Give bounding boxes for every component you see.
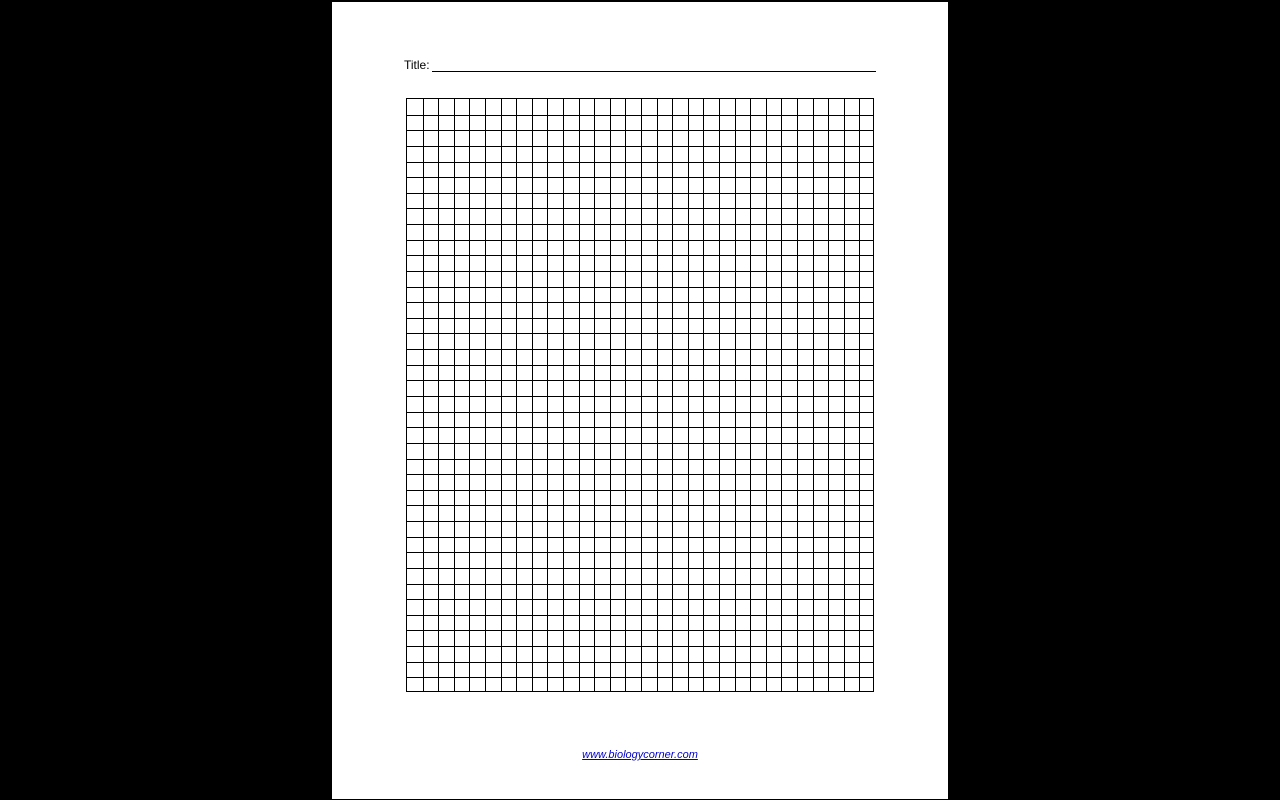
grid-hline xyxy=(407,427,873,428)
grid-vline xyxy=(454,99,455,691)
grid-hline xyxy=(407,662,873,663)
grid-vline xyxy=(672,99,673,691)
grid-vline xyxy=(579,99,580,691)
grid-vline xyxy=(485,99,486,691)
grid-hline xyxy=(407,162,873,163)
grid-vline xyxy=(469,99,470,691)
grid-hline xyxy=(407,615,873,616)
graph-grid xyxy=(406,98,874,692)
grid-hline xyxy=(407,224,873,225)
grid-hline xyxy=(407,333,873,334)
grid-hline xyxy=(407,130,873,131)
grid-hline xyxy=(407,474,873,475)
grid-hline xyxy=(407,208,873,209)
grid-vline xyxy=(657,99,658,691)
grid-vline xyxy=(797,99,798,691)
grid-hline xyxy=(407,505,873,506)
grid-hline xyxy=(407,177,873,178)
grid-vline xyxy=(828,99,829,691)
grid-vline xyxy=(813,99,814,691)
grid-hline xyxy=(407,271,873,272)
grid-vline xyxy=(532,99,533,691)
grid-hline xyxy=(407,537,873,538)
grid-vline xyxy=(766,99,767,691)
footer-link-container: www.biologycorner.com xyxy=(332,749,948,761)
grid-vline xyxy=(516,99,517,691)
grid-vline xyxy=(594,99,595,691)
grid-hline xyxy=(407,287,873,288)
grid-vline xyxy=(719,99,720,691)
grid-vline xyxy=(501,99,502,691)
grid-vline xyxy=(688,99,689,691)
grid-vline xyxy=(610,99,611,691)
grid-hline xyxy=(407,240,873,241)
grid-vline xyxy=(703,99,704,691)
grid-hline xyxy=(407,568,873,569)
grid-hline xyxy=(407,521,873,522)
grid-hline xyxy=(407,630,873,631)
grid-hline xyxy=(407,677,873,678)
grid-vline xyxy=(641,99,642,691)
grid-hline xyxy=(407,115,873,116)
grid-vline xyxy=(750,99,751,691)
grid-vline xyxy=(438,99,439,691)
grid-hline xyxy=(407,193,873,194)
grid-vline xyxy=(547,99,548,691)
grid-vline xyxy=(844,99,845,691)
grid-hline xyxy=(407,349,873,350)
grid-hline xyxy=(407,584,873,585)
grid-hline xyxy=(407,490,873,491)
grid-hline xyxy=(407,365,873,366)
title-row: Title: xyxy=(404,58,876,72)
grid-vline xyxy=(625,99,626,691)
title-label: Title: xyxy=(404,58,430,72)
footer-link[interactable]: www.biologycorner.com xyxy=(582,749,698,761)
title-blank-line xyxy=(432,60,876,72)
grid-vline xyxy=(563,99,564,691)
grid-hline xyxy=(407,599,873,600)
grid-vline xyxy=(859,99,860,691)
grid-hline xyxy=(407,646,873,647)
grid-hline xyxy=(407,396,873,397)
grid-hline xyxy=(407,146,873,147)
grid-hline xyxy=(407,443,873,444)
grid-hline xyxy=(407,459,873,460)
grid-vline xyxy=(781,99,782,691)
grid-vline xyxy=(423,99,424,691)
document-page: Title: www.biologycorner.com xyxy=(332,2,948,799)
grid-hline xyxy=(407,552,873,553)
grid-hline xyxy=(407,255,873,256)
grid-hline xyxy=(407,318,873,319)
grid-hline xyxy=(407,412,873,413)
grid-hline xyxy=(407,302,873,303)
grid-hline xyxy=(407,380,873,381)
grid-vline xyxy=(735,99,736,691)
